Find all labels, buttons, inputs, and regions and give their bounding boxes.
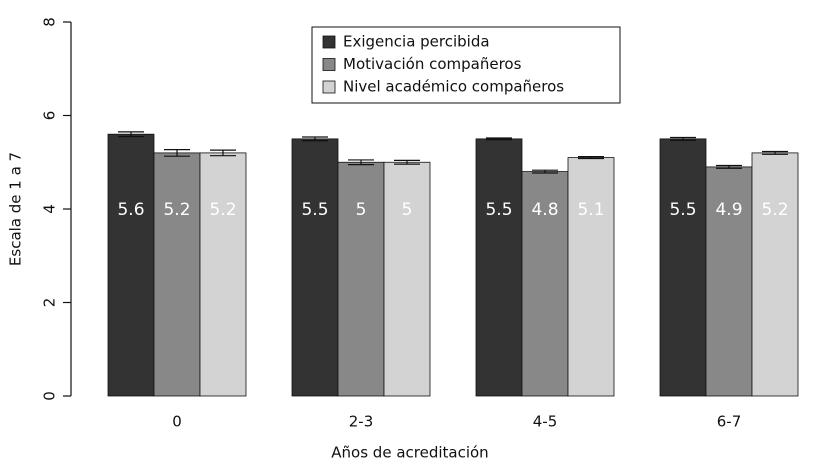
error-bar (164, 149, 190, 157)
value-label: 5.5 (485, 200, 512, 220)
value-label: 4.9 (715, 200, 742, 220)
y-tick-label: 2 (41, 298, 59, 308)
y-tick-label: 4 (41, 204, 59, 214)
bar (107, 133, 155, 397)
legend-label: Nivel académico compañeros (343, 78, 564, 96)
error-bar (762, 150, 788, 155)
value-label: 5.5 (301, 200, 328, 220)
value-label: 5.2 (761, 200, 788, 220)
legend-label: Exigencia percibida (343, 33, 490, 51)
error-bar (302, 136, 328, 142)
x-tick-label: 0 (172, 413, 182, 431)
legend-box (311, 26, 621, 104)
bar (751, 152, 799, 397)
value-label: 5.2 (163, 200, 190, 220)
y-axis-label: Escala de 1 a 7 (7, 152, 25, 266)
error-bar (670, 136, 696, 141)
bar (567, 157, 615, 397)
value-label: 5 (402, 200, 413, 220)
value-label: 5.5 (669, 200, 696, 220)
bar (659, 138, 707, 397)
bar (383, 161, 431, 397)
y-tick-label: 8 (41, 17, 59, 27)
bar (291, 138, 339, 397)
legend-swatch (322, 58, 336, 71)
x-tick-label: 4-5 (533, 413, 558, 431)
bar (475, 138, 523, 397)
legend-swatch (322, 35, 336, 49)
x-tick-label: 2-3 (349, 413, 374, 431)
value-label: 5.1 (577, 200, 604, 220)
error-bar (716, 164, 742, 169)
x-axis-label: Años de acreditación (331, 444, 488, 462)
value-label: 4.8 (531, 200, 558, 220)
bar (153, 152, 201, 397)
error-bar (394, 159, 420, 165)
error-bar (578, 156, 604, 160)
value-label: 5.6 (117, 200, 144, 220)
y-tick-label: 6 (41, 111, 59, 121)
error-bar (532, 169, 558, 174)
error-bar (486, 137, 512, 141)
legend-label: Motivación compañeros (343, 55, 522, 73)
value-label: 5 (356, 200, 367, 220)
bar (199, 152, 247, 397)
value-label: 5.2 (209, 200, 236, 220)
bar (705, 166, 753, 397)
y-tick-label: 0 (41, 391, 59, 401)
error-bar (348, 159, 374, 166)
error-bar (118, 131, 144, 138)
bar (337, 161, 385, 397)
error-bar (210, 149, 236, 157)
x-tick-label: 6-7 (717, 413, 742, 431)
legend-swatch (322, 80, 336, 94)
